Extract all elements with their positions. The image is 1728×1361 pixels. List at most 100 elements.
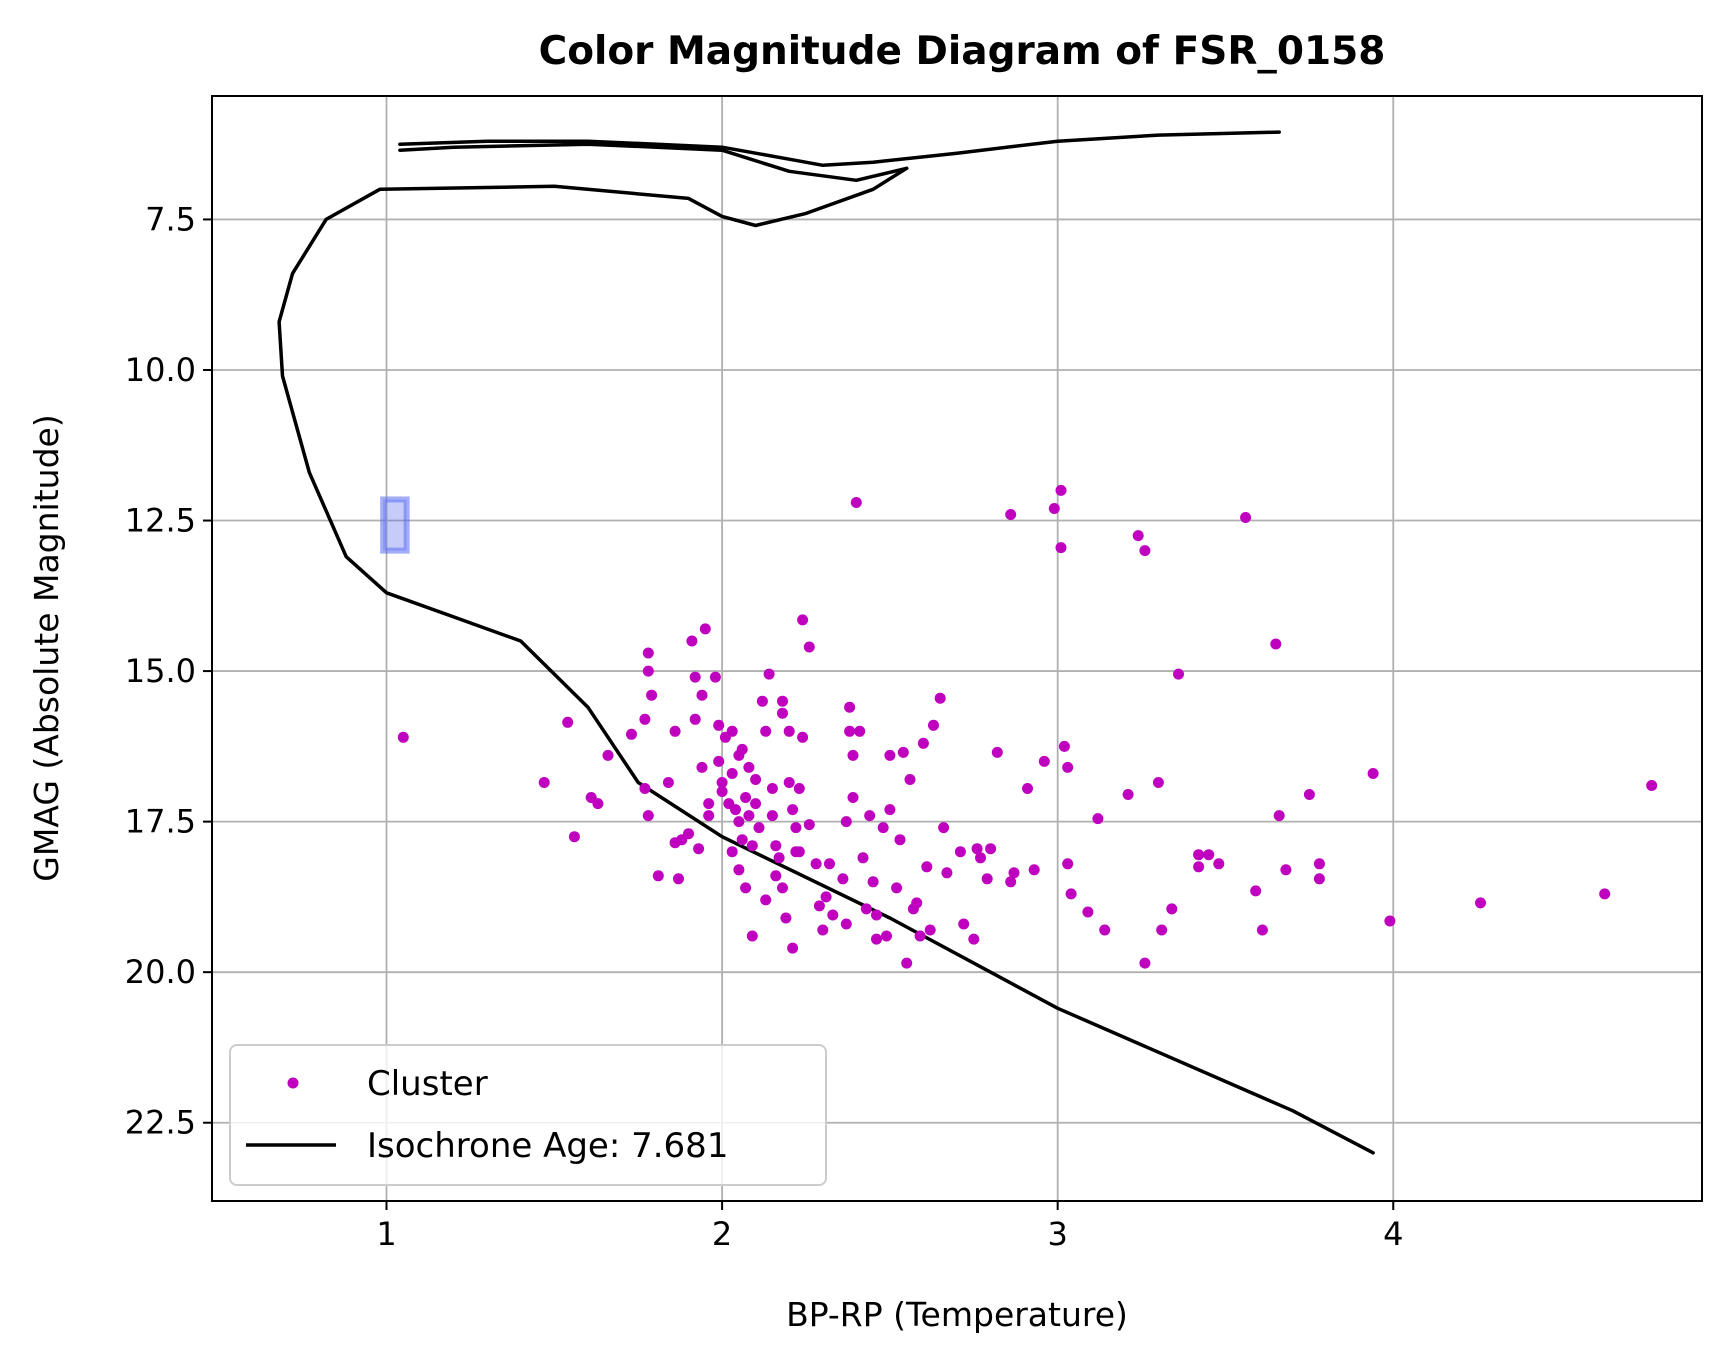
cluster-point [1280,864,1292,876]
cluster-point [790,822,802,834]
cluster-point [1313,873,1325,885]
legend-isochrone-label: Isochrone Age: 7.681 [367,1126,728,1166]
cluster-point [1303,789,1315,800]
cluster-point [840,918,852,930]
cluster-point [958,918,970,930]
cluster-point [760,894,772,906]
cluster-point [746,930,758,942]
cluster-point [803,819,815,831]
legend-cluster-label: Cluster [367,1064,488,1104]
cluster-point [884,804,896,816]
cluster-point [881,930,892,942]
cluster-point [1273,810,1285,822]
cluster-point [1213,858,1225,870]
cluster-point [770,870,782,882]
cluster-point [810,858,822,870]
cluster-point [941,867,953,879]
cluster-point [709,671,721,683]
cluster-point [639,783,651,794]
cluster-point [894,834,906,846]
cluster-point [746,840,758,852]
cluster-point [934,692,946,704]
cluster-point [652,870,664,882]
cluster-point [713,719,725,731]
cluster-point [824,858,835,870]
grid-lines [212,96,1702,1201]
cluster-point [662,777,674,788]
cluster-point [938,822,950,834]
cluster-point [857,852,869,864]
cluster-point [642,810,654,822]
cluster-point [1646,780,1658,791]
cluster-point [763,668,775,680]
cluster-point [639,713,651,725]
cluster-point [1048,503,1060,514]
cluster-point [686,635,698,647]
cluster-point [1599,888,1611,900]
cluster-point [1152,777,1164,788]
cluster-point [787,804,799,816]
cluster-point [803,641,815,653]
cluster-point [750,774,762,785]
cluster-point [538,777,550,788]
cluster-point [683,828,694,840]
cluster-point [726,846,738,858]
cluster-point [592,798,604,810]
cluster-point [790,846,802,858]
isochrone-line [398,142,909,183]
cluster-point [1022,783,1033,794]
cluster-point [783,725,795,737]
cluster-point [1203,849,1215,861]
cluster-point [921,861,933,873]
cluster-point [914,930,926,942]
cluster-point [766,810,778,822]
y-tick-label: 20.0 [125,953,196,991]
cluster-point [1062,858,1074,870]
cluster-point [733,816,745,828]
y-tick-label: 22.5 [125,1104,196,1142]
cluster-point [568,831,580,843]
cluster-point [867,876,879,888]
highlight-box [380,496,410,554]
cluster-point [904,774,916,785]
legend-frame [229,1044,827,1186]
cluster-point [847,749,859,761]
cluster-point [1384,915,1396,927]
cluster-point [1132,530,1144,542]
chart-title: Color Magnitude Diagram of FSR_0158 [539,29,1386,74]
cluster-point [730,804,741,816]
cluster-point [1367,768,1379,779]
cluster-point [1193,861,1205,873]
cluster-point [891,882,903,894]
legend-cluster-marker [287,1077,299,1089]
y-tick-label: 17.5 [125,803,196,841]
cluster-point [756,695,768,707]
cluster-point [397,731,409,743]
cluster-point [689,713,701,725]
cluster-point [602,749,614,761]
plot-frame [211,95,1703,1202]
y-tick-label: 7.5 [145,200,196,238]
cluster-point [780,912,792,924]
cluster-point [1475,897,1486,909]
cluster-point [981,873,993,885]
cluster-point [1005,876,1017,888]
cluster-point [783,777,795,788]
cluster-point [1240,512,1252,523]
cluster-point [1156,924,1168,936]
x-tick-label: 2 [712,1215,732,1253]
cluster-point [736,834,748,846]
cluster-point [703,810,715,822]
cluster-point [699,623,711,635]
cluster-point [1139,545,1151,557]
legend: Cluster Isochrone Age: 7.681 [229,1044,827,1186]
cluster-point [847,792,859,803]
cluster-point [975,852,986,864]
isochrone-line [398,130,1281,168]
cluster-point [733,864,745,876]
cluster-point [777,695,788,707]
cluster-point [716,777,728,788]
cluster-point [740,882,752,894]
cluster-point [716,786,728,797]
